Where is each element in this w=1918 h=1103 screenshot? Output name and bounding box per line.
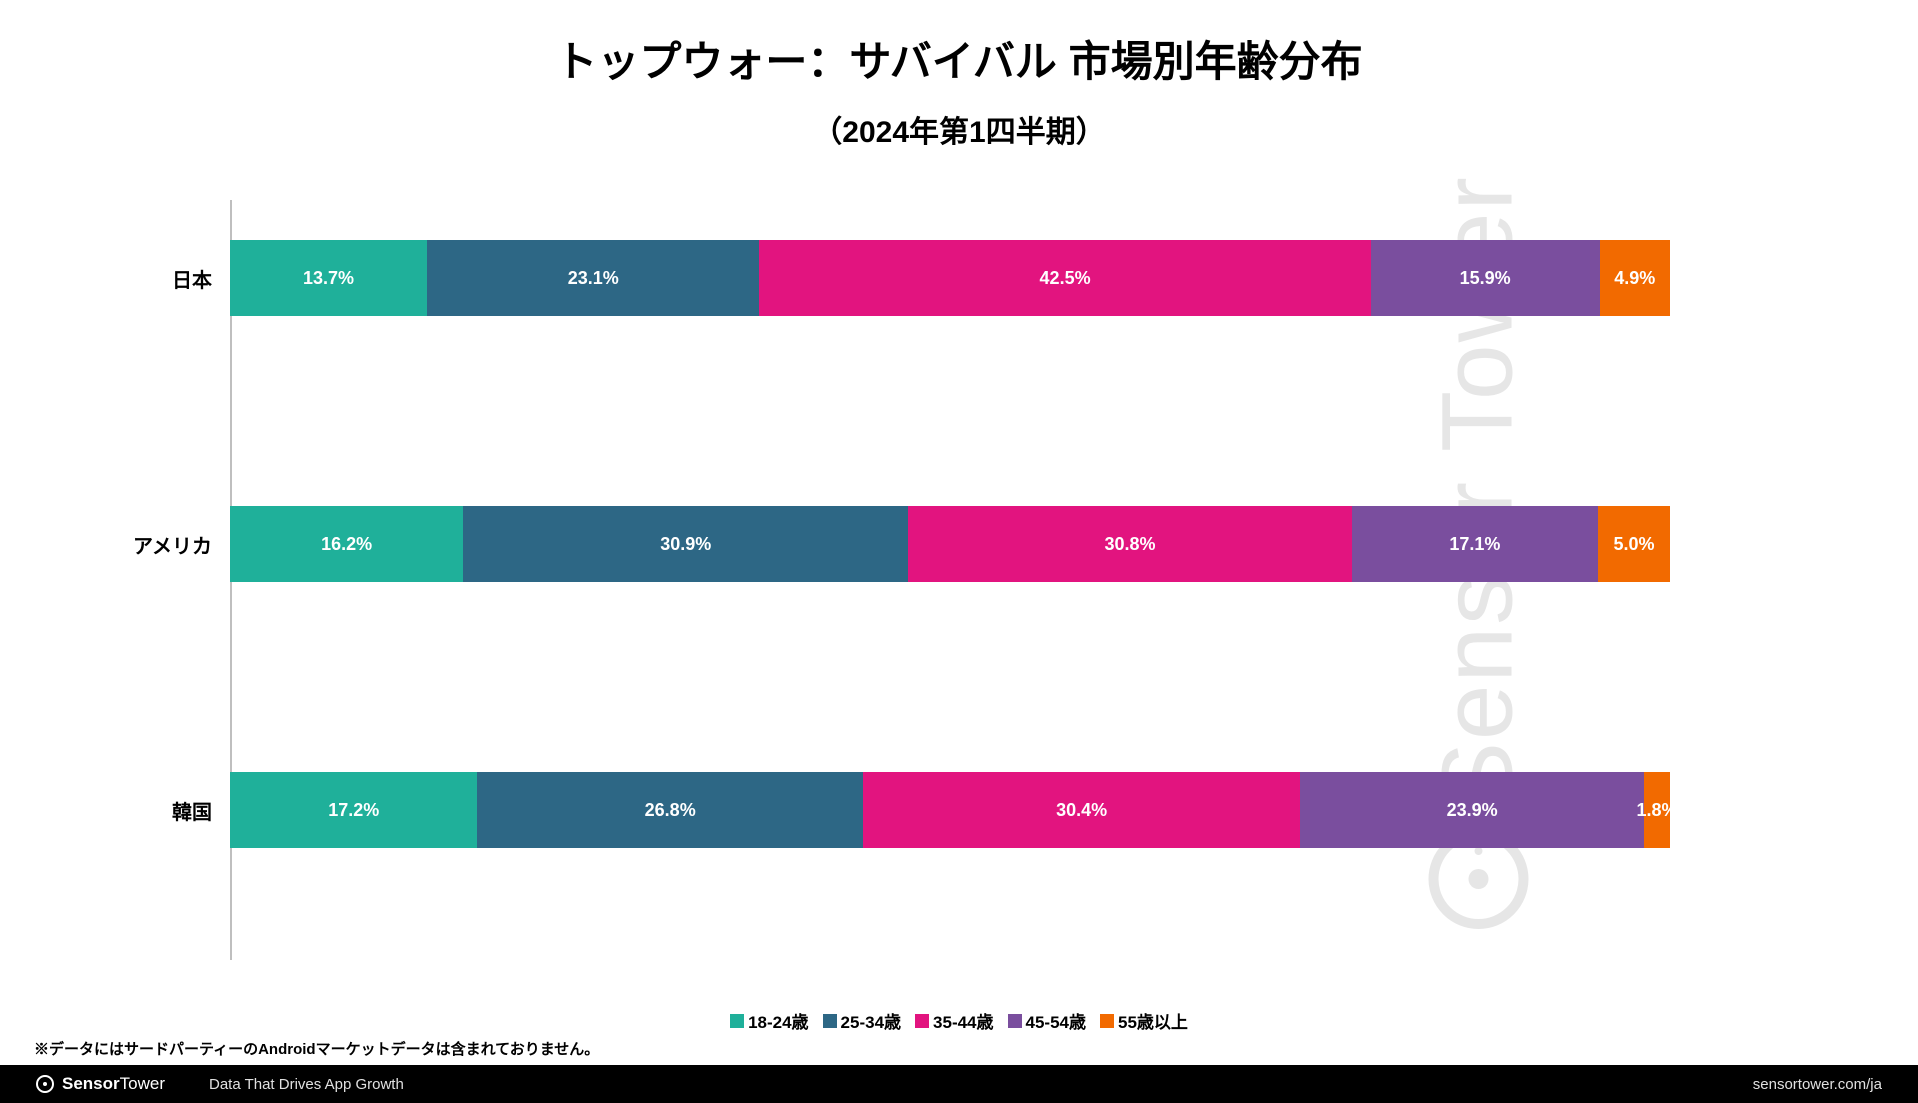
bar-segment: 17.1% [1352, 506, 1598, 582]
legend-swatch [915, 1014, 929, 1028]
bar-row: 韓国17.2%26.8%30.4%23.9%1.8% [120, 772, 1670, 848]
bar-segment: 23.1% [427, 240, 759, 316]
bar-segment: 30.8% [908, 506, 1352, 582]
category-label: 韓国 [120, 796, 230, 825]
bar-segment: 30.9% [463, 506, 908, 582]
legend-item: 45-54歳 [1008, 1008, 1086, 1033]
legend-label: 55歳以上 [1118, 1008, 1188, 1033]
stacked-bar: 13.7%23.1%42.5%15.9%4.9% [230, 240, 1670, 316]
legend-swatch [823, 1014, 837, 1028]
bar-row: 日本13.7%23.1%42.5%15.9%4.9% [120, 240, 1670, 316]
footer-bar: SensorTower Data That Drives App Growth … [0, 1065, 1918, 1103]
legend-label: 25-34歳 [841, 1008, 901, 1033]
legend-swatch [1100, 1014, 1114, 1028]
bar-segment: 17.2% [230, 772, 477, 848]
legend-item: 18-24歳 [730, 1008, 808, 1033]
bar-segment: 4.9% [1600, 240, 1670, 316]
bar-segment: 26.8% [477, 772, 863, 848]
category-label: アメリカ [120, 530, 230, 559]
bar-segment: 1.8% [1644, 772, 1670, 848]
bar-segment: 23.9% [1300, 772, 1644, 848]
footer-url: sensortower.com/ja [1753, 1076, 1882, 1093]
stacked-bar: 16.2%30.9%30.8%17.1%5.0% [230, 506, 1670, 582]
legend: 18-24歳 25-34歳 35-44歳 45-54歳 55歳以上 [0, 1008, 1918, 1033]
legend-item: 25-34歳 [823, 1008, 901, 1033]
chart: 日本13.7%23.1%42.5%15.9%4.9% アメリカ16.2%30.9%… [120, 200, 1670, 960]
bar-segment: 16.2% [230, 506, 463, 582]
bar-segment: 42.5% [759, 240, 1370, 316]
category-label: 日本 [120, 264, 230, 293]
bar-segment: 15.9% [1371, 240, 1600, 316]
chart-subtitle: （2024年第1四半期） [0, 107, 1918, 151]
bar-row: アメリカ16.2%30.9%30.8%17.1%5.0% [120, 506, 1670, 582]
bar-segment: 30.4% [863, 772, 1300, 848]
bar-segment: 13.7% [230, 240, 427, 316]
legend-item: 55歳以上 [1100, 1008, 1188, 1033]
bar-segment: 5.0% [1598, 506, 1670, 582]
legend-swatch [1008, 1014, 1022, 1028]
legend-label: 18-24歳 [748, 1008, 808, 1033]
footnote: ※データにはサードパーティーのAndroidマーケットデータは含まれておりません… [34, 1038, 599, 1059]
sensortower-logo-icon [36, 1075, 54, 1093]
legend-label: 45-54歳 [1026, 1008, 1086, 1033]
footer-tagline: Data That Drives App Growth [209, 1076, 404, 1093]
stacked-bar: 17.2%26.8%30.4%23.9%1.8% [230, 772, 1670, 848]
brand-logo: SensorTower [36, 1074, 165, 1094]
legend-item: 35-44歳 [915, 1008, 993, 1033]
legend-swatch [730, 1014, 744, 1028]
legend-label: 35-44歳 [933, 1008, 993, 1033]
chart-title: トップウォー：サバイバル 市場別年齢分布 [0, 28, 1918, 89]
